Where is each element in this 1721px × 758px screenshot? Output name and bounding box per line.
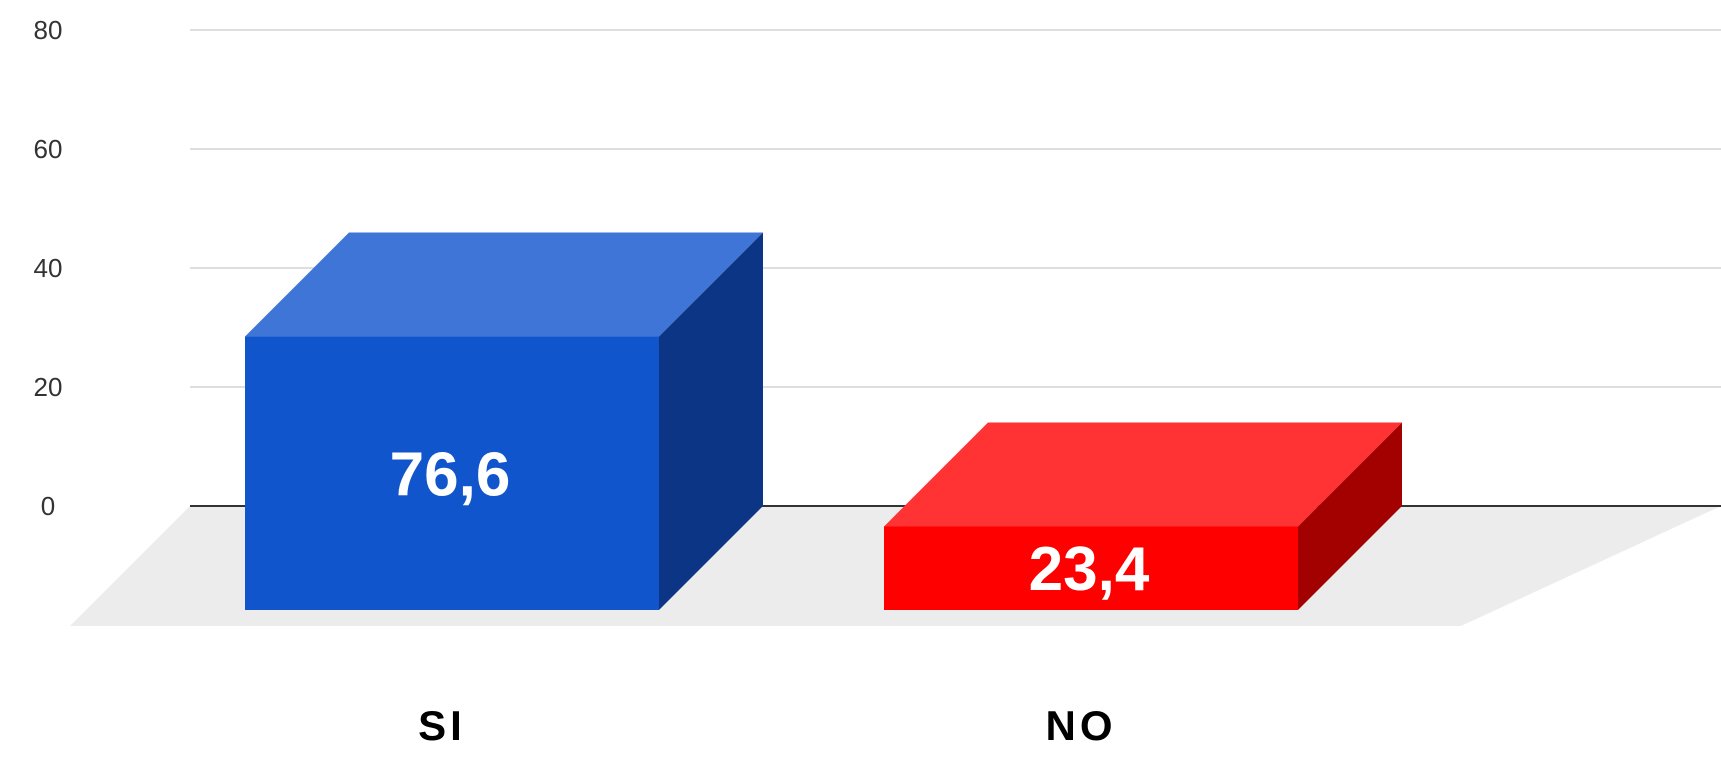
bar-no: 23,4 [884,422,1402,610]
bars: 76,6 23,4 [245,232,1402,610]
y-tick-label: 0 [41,491,55,521]
bar-si: 76,6 [245,232,763,610]
x-tick-label: NO [1046,702,1117,749]
x-axis: SI NO [418,702,1117,749]
y-tick-label: 40 [34,253,63,283]
y-tick-label: 80 [34,15,63,45]
bar-front-face [884,526,1298,610]
y-axis: 0 20 40 60 80 [34,15,63,521]
bar-side-face [659,232,763,610]
bar-top-face [245,232,763,337]
bar-front-face [245,336,659,610]
x-tick-label: SI [418,702,466,749]
y-tick-label: 20 [34,372,63,402]
data-label: 76,6 [390,440,511,509]
bar-top-face [884,422,1402,527]
bar-side-face [1298,422,1402,610]
y-tick-label: 60 [34,134,63,164]
data-label: 23,4 [1029,535,1150,604]
